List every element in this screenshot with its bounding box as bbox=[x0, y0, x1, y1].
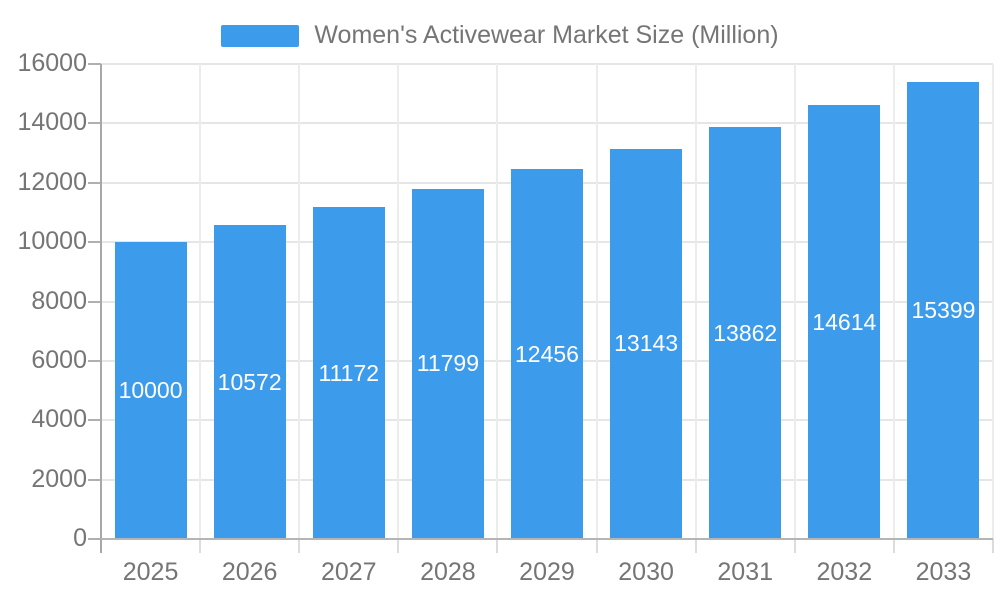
y-axis-tick-label: 10000 bbox=[17, 227, 87, 256]
bar-2030[interactable]: 13143 bbox=[610, 148, 683, 539]
y-axis-tick bbox=[88, 181, 101, 184]
x-axis-tick bbox=[397, 539, 400, 553]
category-gridline bbox=[199, 64, 202, 539]
y-axis-tick bbox=[88, 241, 101, 244]
bar-value-label: 10572 bbox=[217, 368, 282, 395]
x-axis-tick-label: 2028 bbox=[420, 558, 476, 586]
x-axis-tick-label: 2027 bbox=[320, 558, 377, 586]
bar-2027[interactable]: 11172 bbox=[312, 207, 385, 539]
bar-value-label: 13143 bbox=[614, 330, 679, 357]
bar-2033[interactable]: 15399 bbox=[907, 81, 980, 539]
bar-2025[interactable]: 10000 bbox=[114, 242, 187, 539]
bar-2028[interactable]: 11799 bbox=[411, 188, 484, 539]
category-gridline bbox=[595, 64, 598, 539]
category-gridline bbox=[496, 64, 499, 539]
y-axis-line bbox=[100, 64, 102, 553]
x-axis-tick bbox=[496, 539, 499, 553]
y-axis-tick bbox=[88, 538, 101, 540]
category-gridline bbox=[793, 64, 796, 539]
category-gridline bbox=[992, 64, 994, 539]
bar-value-label: 10000 bbox=[118, 377, 183, 404]
legend-marker-swatch bbox=[221, 24, 300, 47]
y-axis-tick-label: 0 bbox=[73, 524, 87, 552]
y-axis-tick-label: 2000 bbox=[31, 464, 87, 493]
x-axis-tick-label: 2025 bbox=[122, 558, 179, 586]
x-axis-tick-label: 2029 bbox=[519, 558, 575, 586]
bar-2029[interactable]: 12456 bbox=[511, 169, 583, 539]
y-axis-tick bbox=[88, 478, 101, 481]
x-axis-tick bbox=[992, 539, 994, 553]
x-axis-tick-label: 2031 bbox=[717, 558, 774, 586]
y-axis-tick bbox=[88, 359, 101, 362]
bar-value-label: 11799 bbox=[416, 350, 479, 377]
y-axis-tick-label: 4000 bbox=[31, 405, 87, 434]
y-axis-tick-label: 16000 bbox=[17, 49, 87, 77]
bar-2032[interactable]: 14614 bbox=[808, 105, 881, 539]
x-axis-tick-label: 2032 bbox=[816, 558, 873, 586]
x-axis-tick bbox=[298, 539, 301, 553]
x-axis-tick-label: 2030 bbox=[618, 558, 674, 586]
x-axis-line bbox=[101, 538, 993, 540]
y-axis-tick-label: 14000 bbox=[17, 108, 87, 137]
x-axis-tick bbox=[199, 539, 202, 553]
y-axis-tick-label: 12000 bbox=[17, 167, 87, 196]
bar-value-label: 11172 bbox=[318, 359, 380, 386]
y-axis-tick bbox=[88, 419, 101, 422]
bar-value-label: 14614 bbox=[812, 308, 877, 335]
x-axis-tick-label: 2033 bbox=[915, 558, 972, 586]
category-gridline bbox=[397, 64, 400, 539]
category-gridline bbox=[694, 64, 697, 539]
category-gridline bbox=[892, 64, 895, 539]
legend-label: Women's Activewear Market Size (Million) bbox=[314, 21, 779, 49]
chart-legend[interactable]: Women's Activewear Market Size (Million) bbox=[0, 21, 1000, 50]
y-axis-tick bbox=[88, 63, 101, 65]
y-axis-tick bbox=[88, 122, 101, 125]
y-gridline bbox=[101, 63, 993, 65]
y-axis-tick-label: 8000 bbox=[31, 286, 87, 315]
bar-2031[interactable]: 13862 bbox=[709, 127, 782, 539]
bar-value-label: 12456 bbox=[515, 340, 579, 367]
bar-2026[interactable]: 10572 bbox=[213, 225, 286, 539]
x-axis-tick bbox=[595, 539, 598, 553]
bar-value-label: 15399 bbox=[911, 296, 976, 323]
category-gridline bbox=[298, 64, 301, 539]
x-axis-tick bbox=[793, 539, 796, 553]
x-axis-tick-label: 2026 bbox=[221, 558, 278, 586]
bar-value-label: 13862 bbox=[713, 319, 778, 346]
y-gridline bbox=[101, 122, 993, 125]
y-axis-tick bbox=[88, 300, 101, 303]
y-axis-tick-label: 6000 bbox=[31, 345, 87, 374]
x-axis-tick bbox=[892, 539, 895, 553]
x-axis-tick bbox=[694, 539, 697, 553]
